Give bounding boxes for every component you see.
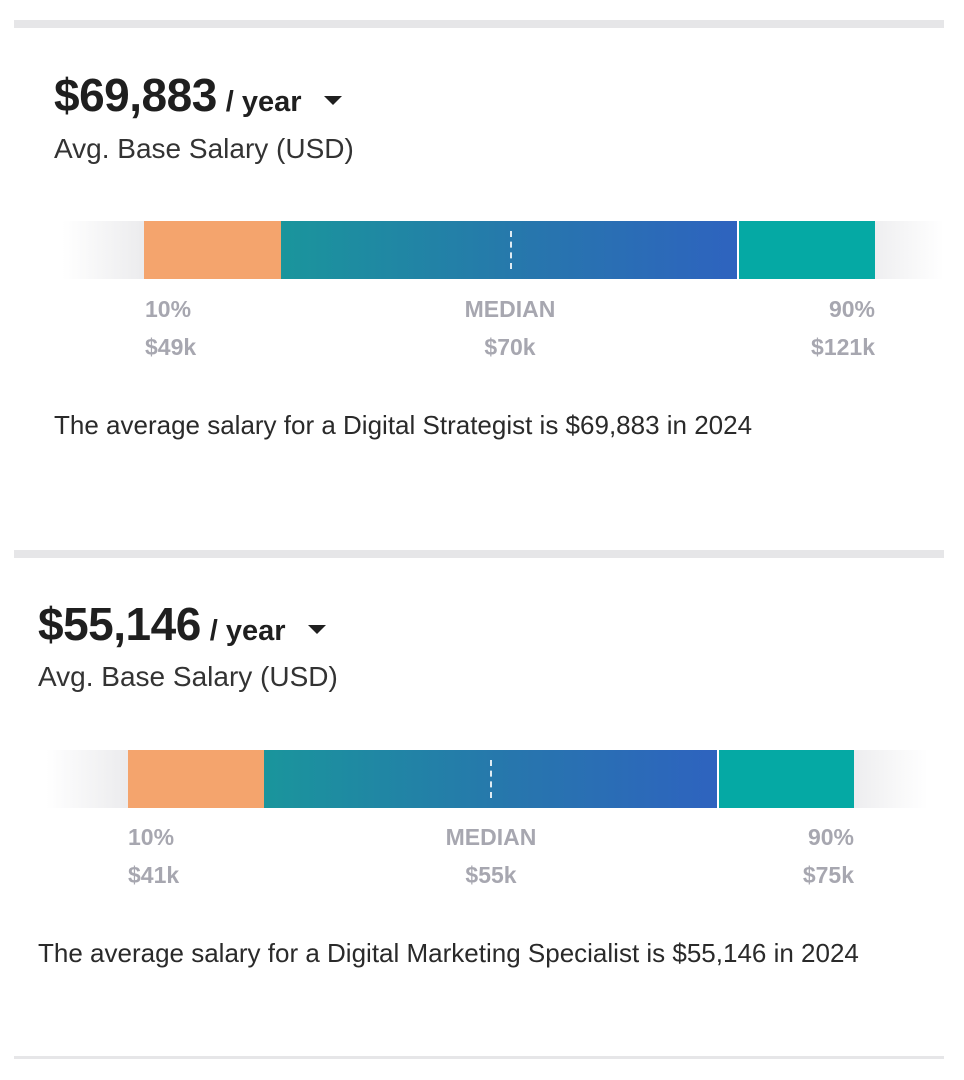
p10-value: $49k (145, 334, 197, 360)
range-segment-low (128, 750, 264, 808)
p90-label: 90% (807, 824, 854, 850)
range-segment-low (144, 221, 281, 279)
salary-amount: $69,883 (54, 69, 217, 121)
salary-subtitle: Avg. Base Salary (USD) (38, 661, 338, 692)
salary-subtitle: Avg. Base Salary (USD) (54, 133, 354, 164)
range-segment-middle (281, 221, 738, 279)
pay-period-label[interactable]: / year (225, 86, 302, 118)
median-label: MEDIAN (464, 296, 556, 322)
caret-down-icon[interactable] (307, 625, 326, 634)
median-marker (510, 231, 512, 269)
range-segment-high (737, 221, 875, 279)
salary-range-bar (46, 750, 944, 808)
p10-value: $41k (128, 862, 180, 888)
section-divider (14, 550, 944, 558)
caret-down-icon[interactable] (323, 96, 342, 105)
section-divider (14, 20, 944, 28)
p10-label: 10% (128, 824, 175, 850)
salary-description: The average salary for a Digital Marketi… (38, 938, 859, 968)
salary-description: The average salary for a Digital Strateg… (54, 410, 753, 440)
p90-value: $75k (802, 862, 854, 888)
section-divider (14, 1056, 944, 1059)
salary-headline: $55,146 / year (38, 597, 326, 651)
salary-range-bar (62, 221, 944, 279)
salary-headline: $69,883 / year (54, 68, 342, 122)
median-value: $55k (465, 862, 517, 888)
p90-value: $121k (811, 334, 875, 360)
pay-period-label[interactable]: / year (209, 615, 286, 647)
p10-label: 10% (145, 296, 192, 322)
range-segment-high (717, 750, 854, 808)
salary-amount: $55,146 (38, 598, 201, 650)
median-value: $70k (484, 334, 536, 360)
median-marker (490, 760, 492, 798)
median-label: MEDIAN (445, 824, 537, 850)
p90-label: 90% (828, 296, 875, 322)
